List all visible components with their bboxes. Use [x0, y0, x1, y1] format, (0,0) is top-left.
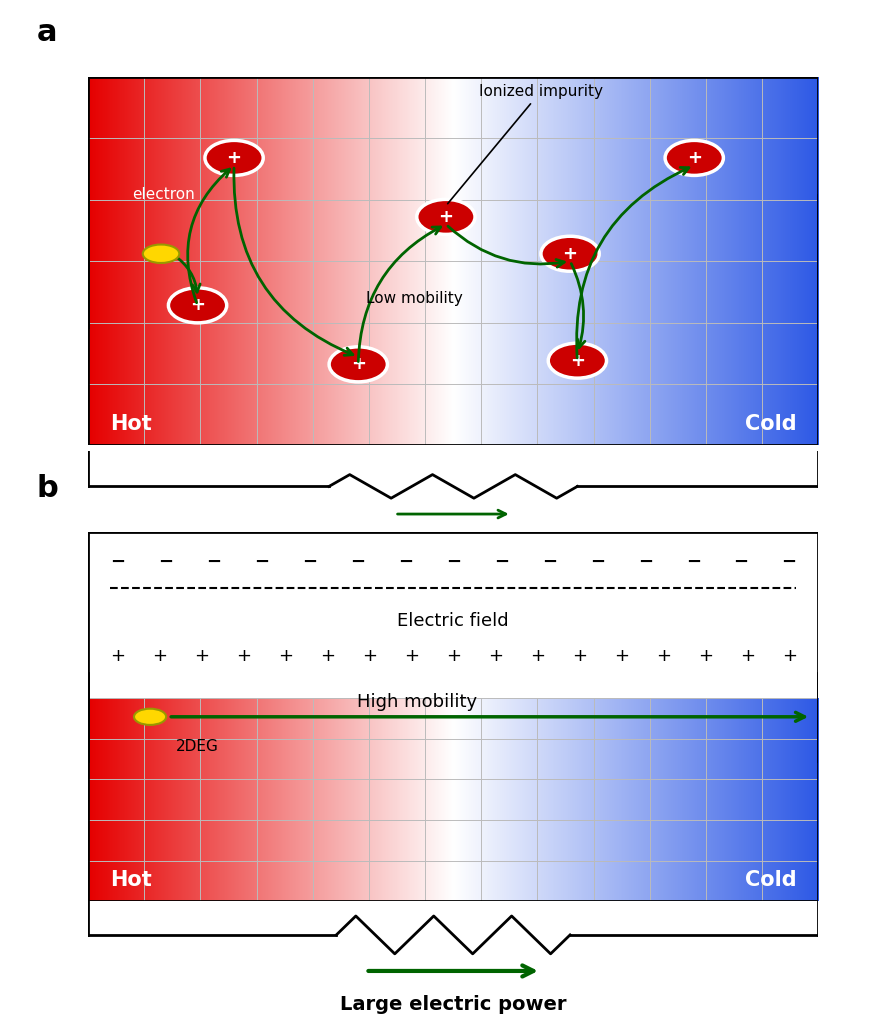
- Ellipse shape: [168, 288, 227, 323]
- Text: −: −: [541, 553, 557, 571]
- Text: +: +: [781, 647, 796, 665]
- Text: +: +: [351, 355, 366, 374]
- Text: −: −: [253, 553, 268, 571]
- Text: +: +: [572, 647, 587, 665]
- Ellipse shape: [329, 347, 387, 382]
- Text: b: b: [37, 474, 59, 503]
- Text: Low mobility: Low mobility: [365, 291, 462, 305]
- Text: −: −: [494, 553, 509, 571]
- Text: Hot: Hot: [110, 415, 151, 434]
- Ellipse shape: [205, 140, 263, 175]
- Circle shape: [143, 245, 180, 263]
- Ellipse shape: [417, 200, 475, 234]
- Ellipse shape: [548, 343, 606, 378]
- Ellipse shape: [541, 237, 599, 271]
- FancyBboxPatch shape: [48, 673, 88, 761]
- Text: +: +: [194, 647, 209, 665]
- Circle shape: [134, 709, 166, 725]
- Text: +: +: [362, 647, 377, 665]
- Text: Small electric power: Small electric power: [341, 534, 566, 553]
- Text: a: a: [37, 18, 57, 47]
- Text: electron: electron: [132, 187, 194, 202]
- Text: +: +: [319, 647, 334, 665]
- Text: +: +: [698, 647, 713, 665]
- Text: Cold: Cold: [744, 415, 796, 434]
- Text: +: +: [236, 647, 251, 665]
- Text: −: −: [686, 553, 700, 571]
- Text: +: +: [226, 148, 242, 167]
- Text: +: +: [562, 245, 577, 263]
- Text: −: −: [349, 553, 365, 571]
- Text: +: +: [656, 647, 671, 665]
- FancyBboxPatch shape: [88, 532, 818, 698]
- Text: 2DEG: 2DEG: [176, 739, 218, 754]
- Text: −: −: [590, 553, 605, 571]
- Text: +: +: [438, 208, 453, 226]
- Text: Hot: Hot: [110, 870, 151, 890]
- Text: Cold: Cold: [744, 870, 796, 890]
- Text: High mobility: High mobility: [356, 693, 477, 711]
- FancyBboxPatch shape: [818, 673, 859, 761]
- Text: +: +: [488, 647, 502, 665]
- Text: −: −: [110, 553, 125, 571]
- Text: −: −: [445, 553, 461, 571]
- Text: −: −: [302, 553, 317, 571]
- Text: Electric field: Electric field: [398, 612, 509, 630]
- Ellipse shape: [665, 140, 723, 175]
- Text: +: +: [686, 148, 701, 167]
- Text: −: −: [781, 553, 796, 571]
- Text: −: −: [734, 553, 749, 571]
- Text: +: +: [740, 647, 755, 665]
- Text: Large electric power: Large electric power: [340, 994, 567, 1014]
- Text: +: +: [570, 351, 585, 370]
- Text: −: −: [158, 553, 172, 571]
- Text: +: +: [530, 647, 545, 665]
- Text: +: +: [445, 647, 461, 665]
- Text: Ionized impurity: Ionized impurity: [448, 84, 603, 204]
- Text: −: −: [638, 553, 653, 571]
- Text: +: +: [278, 647, 293, 665]
- Text: −: −: [398, 553, 413, 571]
- Text: −: −: [206, 553, 221, 571]
- FancyBboxPatch shape: [818, 195, 859, 328]
- Text: +: +: [613, 647, 628, 665]
- Text: +: +: [151, 647, 166, 665]
- Text: +: +: [190, 296, 205, 314]
- FancyBboxPatch shape: [48, 195, 88, 328]
- Text: +: +: [110, 647, 125, 665]
- Text: +: +: [404, 647, 419, 665]
